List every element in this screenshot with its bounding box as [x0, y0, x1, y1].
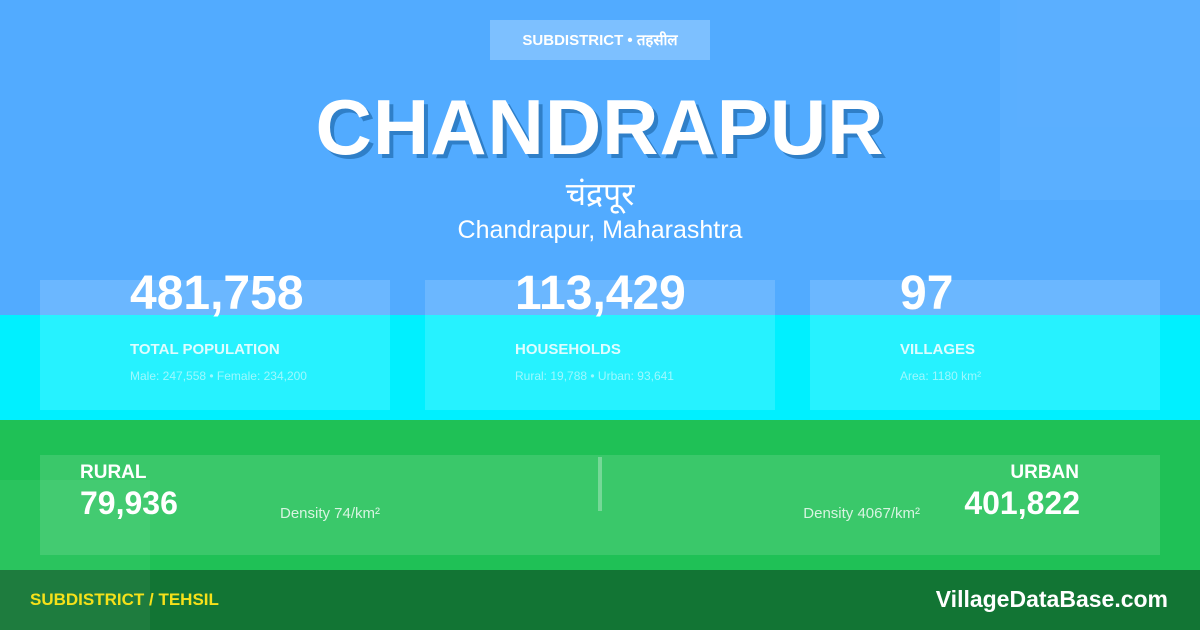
rural-density: Density 74/km²	[280, 505, 381, 522]
stat-label: TOTAL POPULATION	[130, 341, 280, 358]
site-link[interactable]: VillageDataBase.com	[935, 586, 1168, 612]
rural-value: 79,936	[80, 485, 178, 521]
hindi-title: चंद्रपूर	[565, 176, 635, 212]
header-background	[0, 0, 1200, 315]
stats-band	[0, 315, 1200, 420]
stat-value: 113,429	[515, 267, 686, 320]
decor-square	[0, 480, 150, 630]
rural-urban-band	[0, 420, 1200, 570]
urban-label: URBAN	[1010, 462, 1079, 483]
stat-sub: Area: 1180 km²	[900, 369, 982, 383]
footer-bar	[0, 570, 1200, 630]
urban-density: Density 4067/km²	[803, 505, 920, 522]
stat-card-villages: 97 VILLAGES Area: 1180 km²	[810, 267, 1160, 410]
stat-card-population: 481,758 TOTAL POPULATION Male: 247,558 •…	[40, 267, 390, 410]
stat-sub: Rural: 19,788 • Urban: 93,641	[515, 369, 674, 383]
urban-value: 401,822	[964, 485, 1080, 521]
stat-label: VILLAGES	[900, 341, 976, 358]
rural-label: RURAL	[80, 462, 147, 483]
stat-label: HOUSEHOLDS	[515, 341, 621, 358]
divider	[598, 457, 602, 511]
location: Chandrapur, Maharashtra	[457, 216, 743, 244]
stat-card-households: 113,429 HOUSEHOLDS Rural: 19,788 • Urban…	[425, 267, 775, 410]
decor-square	[1000, 0, 1200, 200]
page-title: CHANDRAPUR	[315, 83, 885, 171]
rural-urban-panel	[40, 455, 1160, 555]
stat-sub: Male: 247,558 • Female: 234,200	[130, 369, 307, 383]
type-badge: SUBDISTRICT • तहसील	[490, 20, 710, 60]
stat-value: 97	[900, 267, 954, 320]
footer-type: SUBDISTRICT / TEHSIL	[30, 590, 219, 609]
stat-value: 481,758	[130, 267, 304, 320]
